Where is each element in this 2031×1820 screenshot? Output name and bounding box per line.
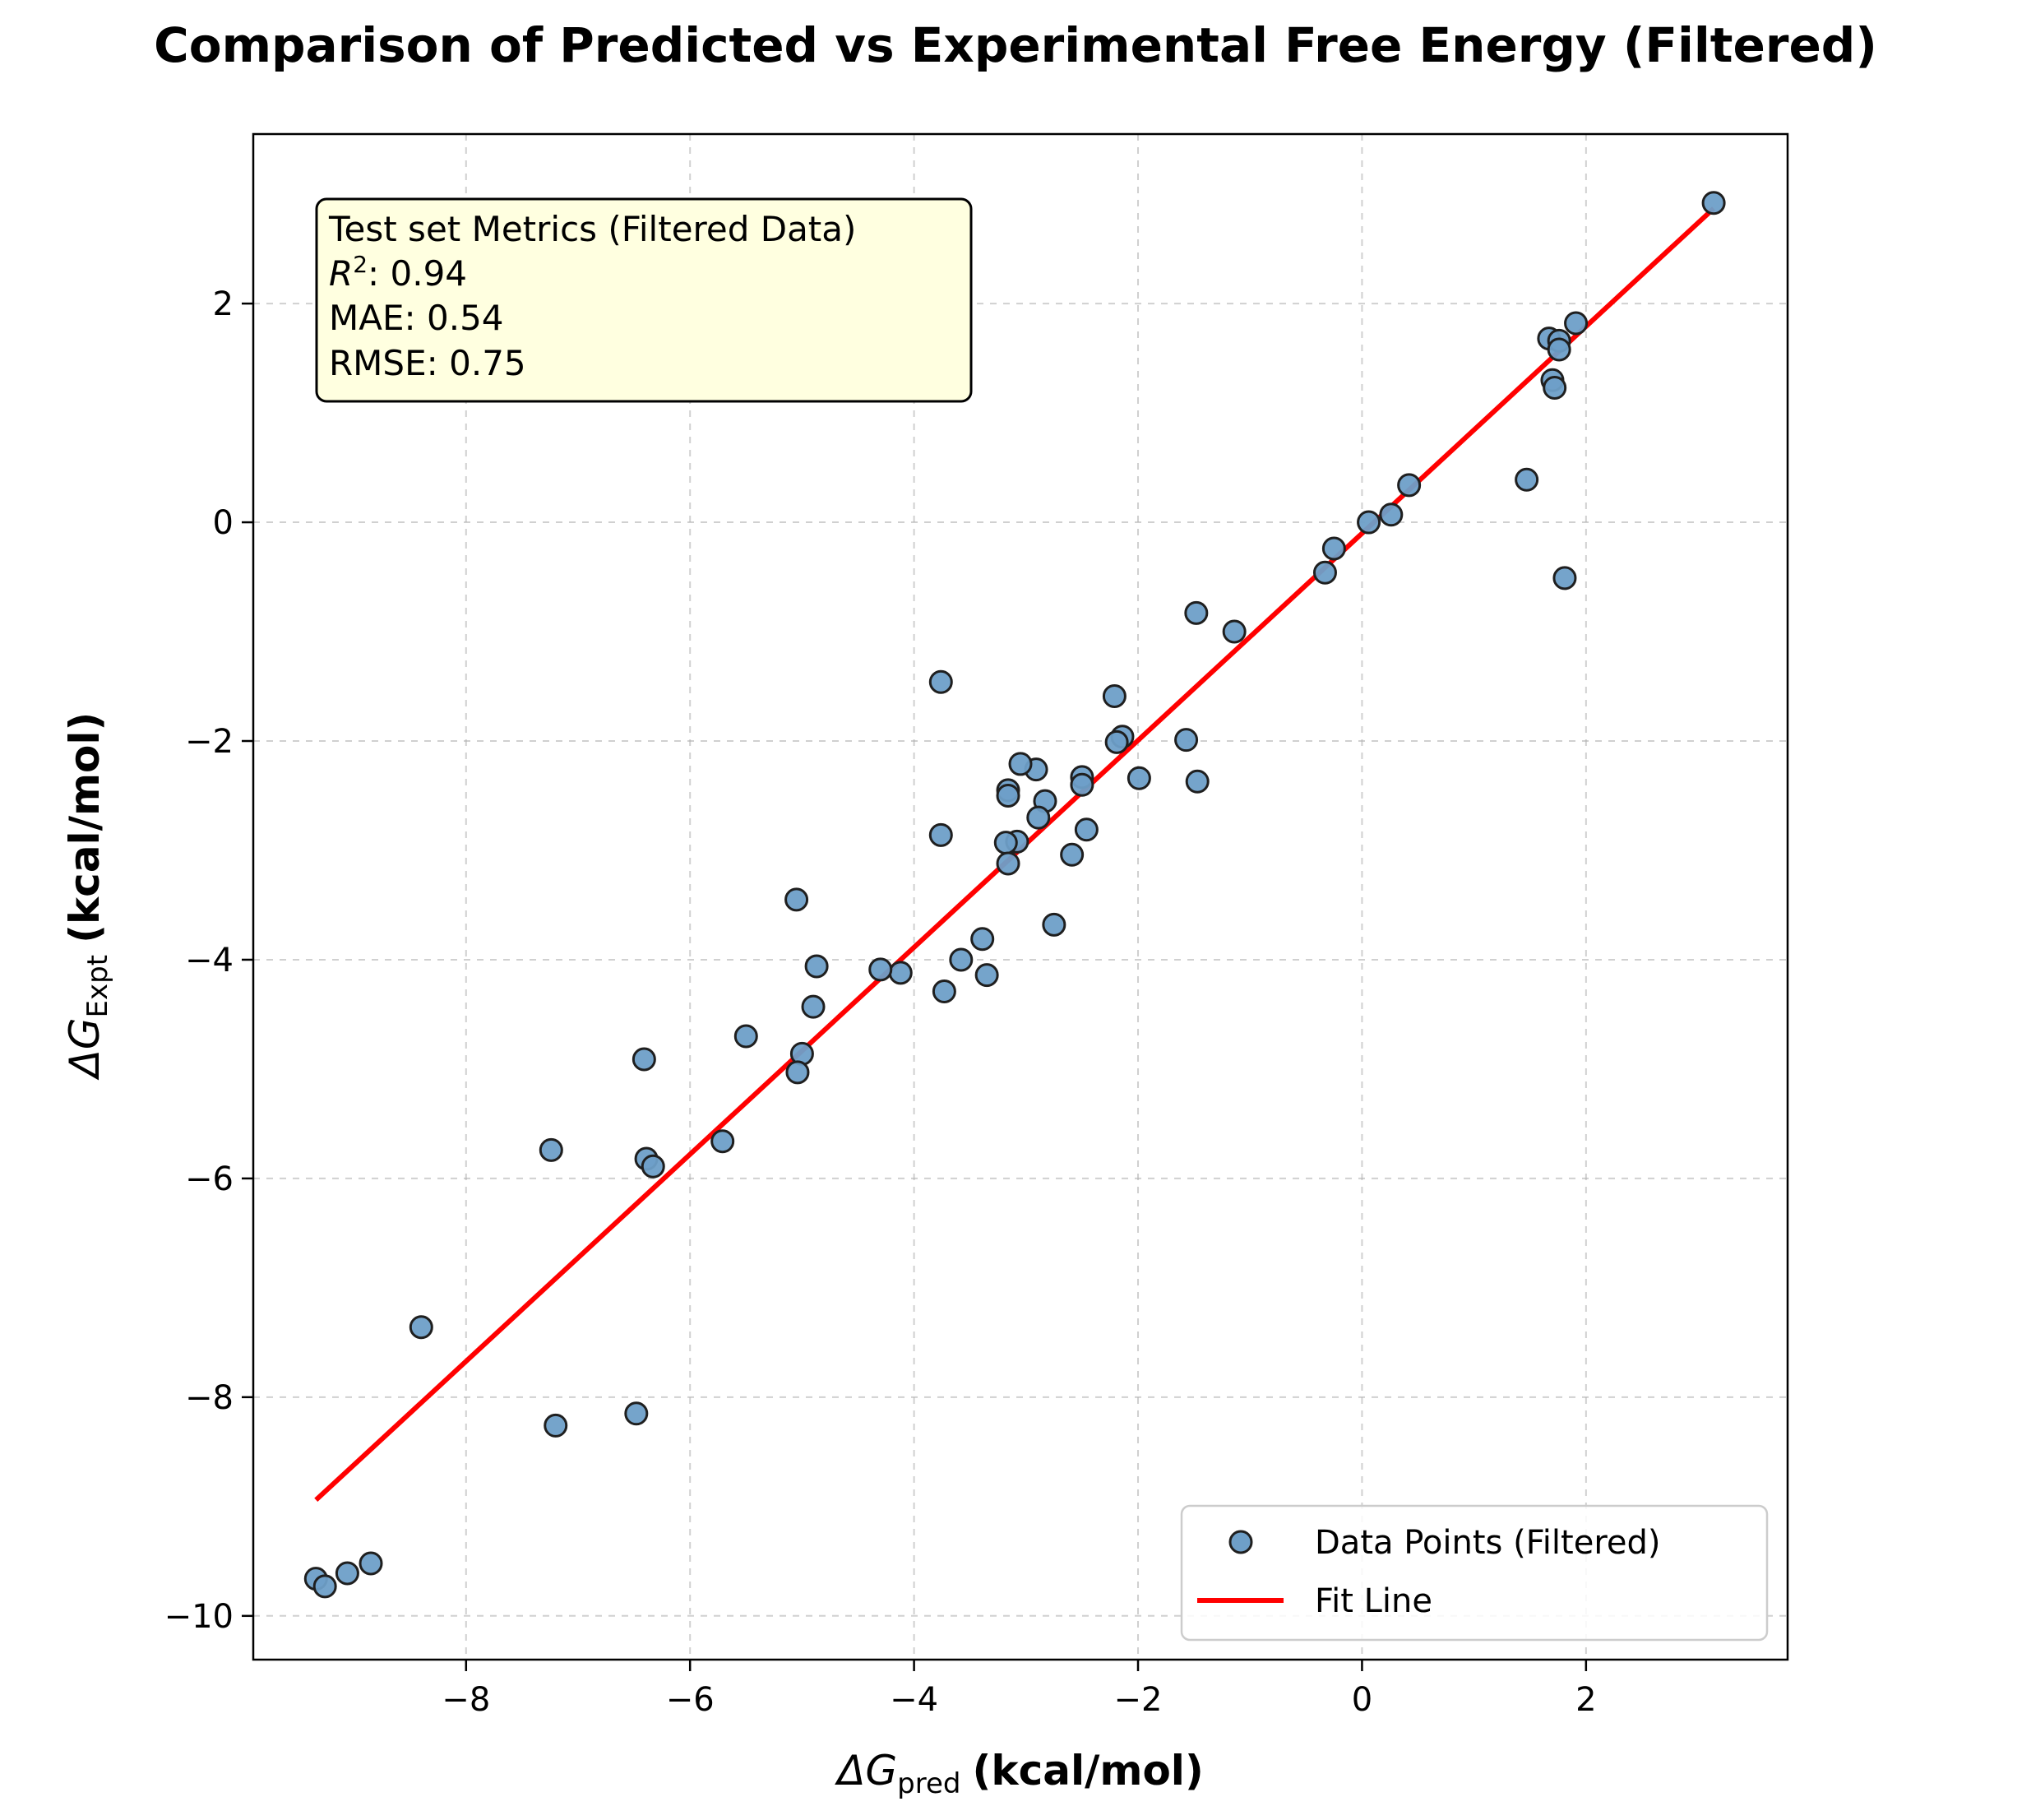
data-point xyxy=(1102,683,1127,708)
y-axis-label: ΔGExpt(kcal/mol) xyxy=(61,712,114,1081)
data-point xyxy=(1070,772,1094,797)
metrics-box-frame xyxy=(315,197,973,403)
data-points xyxy=(303,191,1726,1599)
data-point xyxy=(1515,467,1539,492)
metrics-box: Test set Metrics (Filtered Data) R2: 0.9… xyxy=(315,197,973,403)
plot-frame xyxy=(252,132,1789,1661)
data-point xyxy=(359,1551,383,1576)
x-axis-label: ΔGpred (kcal/mol) xyxy=(834,1747,1204,1800)
data-point xyxy=(1547,337,1571,362)
x-axis-ticks: −8 −6 −4 −2 0 2 xyxy=(442,1660,1597,1719)
data-point xyxy=(1174,728,1199,753)
data-point xyxy=(1104,729,1129,754)
data-point xyxy=(784,887,809,912)
y-tick-label: −10 xyxy=(164,1598,234,1636)
data-point xyxy=(949,947,974,972)
data-point xyxy=(974,963,999,988)
data-point xyxy=(1060,842,1085,867)
data-point xyxy=(1222,619,1247,644)
legend-frame xyxy=(1180,1504,1769,1642)
data-point xyxy=(312,1574,337,1599)
data-point xyxy=(335,1561,359,1586)
data-point xyxy=(1701,191,1726,215)
data-point xyxy=(1184,600,1209,625)
data-point xyxy=(539,1137,563,1162)
y-axis-ticks: −10 −8 −6 −4 −2 0 2 xyxy=(164,285,253,1636)
legend: Data Points (Filtered) Fit Line xyxy=(1180,1504,1769,1642)
data-point xyxy=(1127,766,1151,790)
data-point xyxy=(1379,502,1404,527)
metrics-r2: R2: 0.94 xyxy=(329,251,467,294)
data-point xyxy=(1552,566,1577,590)
legend-label-fit-line: Fit Line xyxy=(1315,1582,1432,1620)
data-point xyxy=(733,1024,758,1049)
chart-title: Comparison of Predicted vs Experimental … xyxy=(154,17,1877,73)
y-tick-label: −8 xyxy=(185,1379,234,1417)
data-point xyxy=(932,979,956,1004)
data-point xyxy=(868,957,893,982)
data-point xyxy=(1397,473,1422,498)
x-tick-label: −8 xyxy=(442,1681,490,1719)
data-point xyxy=(996,783,1020,808)
data-point xyxy=(641,1154,665,1179)
data-point xyxy=(996,851,1020,876)
y-tick-label: −6 xyxy=(185,1160,234,1198)
data-point xyxy=(785,1060,810,1085)
metrics-heading: Test set Metrics (Filtered Data) xyxy=(328,209,856,249)
data-point xyxy=(801,994,826,1019)
data-point xyxy=(1026,805,1051,830)
metrics-rmse: RMSE: 0.75 xyxy=(329,343,526,383)
legend-marker-points xyxy=(1228,1530,1253,1554)
x-tick-label: 2 xyxy=(1575,1681,1596,1719)
y-tick-label: −2 xyxy=(185,723,234,761)
y-tick-label: 2 xyxy=(213,285,234,323)
data-point xyxy=(888,961,913,985)
data-point xyxy=(632,1047,656,1072)
data-point xyxy=(1042,912,1066,937)
data-point xyxy=(928,669,953,694)
legend-label-points: Data Points (Filtered) xyxy=(1315,1524,1661,1562)
data-point xyxy=(1008,752,1033,776)
x-tick-label: −2 xyxy=(1114,1681,1163,1719)
data-point xyxy=(1185,769,1210,794)
data-point xyxy=(1074,817,1099,842)
data-point xyxy=(624,1401,649,1426)
data-point xyxy=(710,1129,735,1154)
data-point xyxy=(993,831,1018,855)
metrics-mae: MAE: 0.54 xyxy=(329,298,504,338)
x-tick-label: 0 xyxy=(1352,1681,1372,1719)
data-point xyxy=(970,927,995,952)
x-tick-label: −6 xyxy=(666,1681,715,1719)
data-point xyxy=(1357,510,1381,535)
data-point xyxy=(1543,376,1567,401)
data-point xyxy=(1312,560,1337,585)
data-point xyxy=(1321,536,1346,561)
data-point xyxy=(544,1413,568,1438)
data-point xyxy=(1564,311,1589,336)
data-point xyxy=(804,954,829,979)
data-point xyxy=(409,1315,433,1340)
x-tick-label: −4 xyxy=(890,1681,938,1719)
y-tick-label: 0 xyxy=(213,504,234,542)
data-point xyxy=(928,822,953,847)
y-tick-label: −4 xyxy=(185,942,234,979)
